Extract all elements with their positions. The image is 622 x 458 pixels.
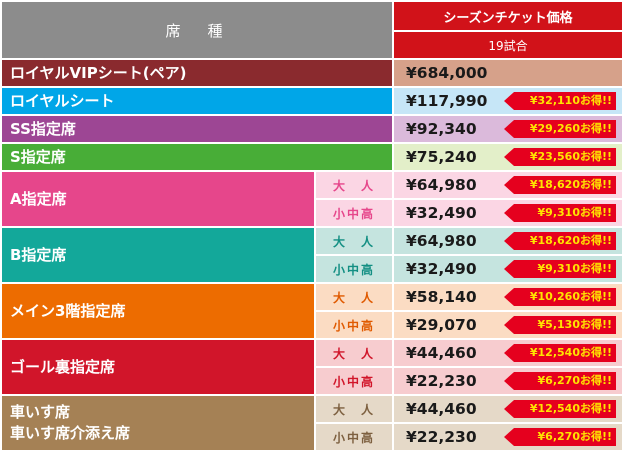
price-cell: ¥32,490 ¥9,310お得!!: [394, 200, 622, 226]
age-category: 小中高: [316, 368, 393, 394]
price-value: ¥75,240: [406, 148, 477, 166]
table-row: A指定席 大 人 ¥64,980 ¥18,620お得!!: [2, 172, 622, 226]
table-row: 小中高 ¥22,230 ¥6,270お得!!: [2, 424, 622, 450]
season-price-header: シーズンチケット価格: [394, 2, 622, 30]
table-row: 車いす席 車いす席介添え席大 人 ¥44,460 ¥12,540お得!!: [2, 396, 622, 450]
price-cell: ¥75,240 ¥23,560お得!!: [394, 144, 622, 170]
seat-name-line: ゴール裏指定席: [10, 357, 116, 376]
price-value: ¥32,490: [406, 260, 477, 278]
table-row: ゴール裏指定席 大 人 ¥44,460 ¥12,540お得!!: [2, 340, 622, 394]
price-cell: ¥117,990 ¥32,110お得!!: [394, 88, 622, 114]
age-category: 大 人: [316, 284, 393, 310]
price-cell: ¥22,230 ¥6,270お得!!: [394, 368, 622, 394]
seat-name: メイン3階指定席: [2, 284, 314, 338]
savings-badge: ¥6,270お得!!: [504, 428, 617, 446]
age-category: 大 人: [316, 172, 393, 198]
seat-name: 車いす席車いす席介添え席: [2, 396, 314, 450]
price-cell: ¥22,230 ¥6,270お得!!: [394, 424, 622, 450]
table-row: 小中高 ¥32,490 ¥9,310お得!!: [2, 256, 622, 282]
seat-name: ロイヤルシート: [2, 88, 393, 114]
price-value: ¥44,460: [406, 344, 477, 362]
seat-name-line: メイン3階指定席: [10, 301, 126, 320]
price-value: ¥64,980: [406, 232, 477, 250]
table-row: ロイヤルシート ¥117,990 ¥32,110お得!!: [2, 88, 622, 114]
table-row: B指定席 大 人 ¥64,980 ¥18,620お得!!: [2, 228, 622, 282]
price-cell: ¥64,980 ¥18,620お得!!: [394, 172, 622, 198]
table-row: 小中高 ¥29,070 ¥5,130お得!!: [2, 312, 622, 338]
price-value: ¥22,230: [406, 372, 477, 390]
seat-name-line: A指定席: [10, 189, 67, 208]
savings-badge: ¥12,540お得!!: [504, 400, 617, 418]
price-cell: ¥44,460 ¥12,540お得!!: [394, 396, 622, 422]
price-value: ¥29,070: [406, 316, 477, 334]
savings-badge: ¥10,260お得!!: [504, 288, 617, 306]
age-category: 小中高: [316, 424, 393, 450]
price-cell: ¥92,340 ¥29,260お得!!: [394, 116, 622, 142]
savings-badge: ¥9,310お得!!: [504, 204, 617, 222]
price-value: ¥117,990: [406, 92, 488, 110]
seat-name: ロイヤルVIPシート(ペア): [2, 60, 393, 86]
seat-name-line: 車いす席: [10, 403, 71, 421]
price-cell: ¥58,140 ¥10,260お得!!: [394, 284, 622, 310]
price-value: ¥92,340: [406, 120, 477, 138]
price-value: ¥58,140: [406, 288, 477, 306]
age-category: 大 人: [316, 228, 393, 254]
savings-badge: ¥5,130お得!!: [504, 316, 617, 334]
seat-name-line: B指定席: [10, 245, 67, 264]
seat-name: SS指定席: [2, 116, 393, 142]
seat-type-header: 席 種: [2, 2, 393, 58]
savings-badge: ¥29,260お得!!: [504, 120, 617, 138]
table-row: ロイヤルVIPシート(ペア) ¥684,000: [2, 60, 622, 86]
price-value: ¥64,980: [406, 176, 477, 194]
price-value: ¥22,230: [406, 428, 477, 446]
savings-badge: ¥18,620お得!!: [504, 232, 617, 250]
seat-name: B指定席: [2, 228, 314, 282]
seat-name: S指定席: [2, 144, 393, 170]
seat-name-line: 車いす席介添え席: [10, 424, 131, 442]
savings-badge: ¥32,110お得!!: [504, 92, 617, 110]
savings-badge: ¥18,620お得!!: [504, 176, 617, 194]
age-category: 大 人: [316, 340, 393, 366]
price-value: ¥32,490: [406, 204, 477, 222]
price-cell: ¥44,460 ¥12,540お得!!: [394, 340, 622, 366]
price-value: ¥44,460: [406, 400, 477, 418]
price-cell: ¥32,490 ¥9,310お得!!: [394, 256, 622, 282]
savings-badge: ¥6,270お得!!: [504, 372, 617, 390]
price-cell: ¥64,980 ¥18,620お得!!: [394, 228, 622, 254]
table-row: SS指定席 ¥92,340 ¥29,260お得!!: [2, 116, 622, 142]
seat-name: A指定席: [2, 172, 314, 226]
games-count-header: 19試合: [394, 32, 622, 58]
age-category: 大 人: [316, 396, 393, 422]
age-category: 小中高: [316, 312, 393, 338]
price-cell: ¥684,000: [394, 60, 622, 86]
age-category: 小中高: [316, 256, 393, 282]
savings-badge: ¥23,560お得!!: [504, 148, 617, 166]
savings-badge: ¥9,310お得!!: [504, 260, 617, 278]
table-row: 小中高 ¥32,490 ¥9,310お得!!: [2, 200, 622, 226]
age-category: 小中高: [316, 200, 393, 226]
table-row: メイン3階指定席 大 人 ¥58,140 ¥10,260お得!!: [2, 284, 622, 338]
price-value: ¥684,000: [406, 64, 488, 82]
table-row: S指定席 ¥75,240 ¥23,560お得!!: [2, 144, 622, 170]
seat-name: ゴール裏指定席: [2, 340, 314, 394]
price-cell: ¥29,070 ¥5,130お得!!: [394, 312, 622, 338]
table-row: 小中高 ¥22,230 ¥6,270お得!!: [2, 368, 622, 394]
savings-badge: ¥12,540お得!!: [504, 344, 617, 362]
